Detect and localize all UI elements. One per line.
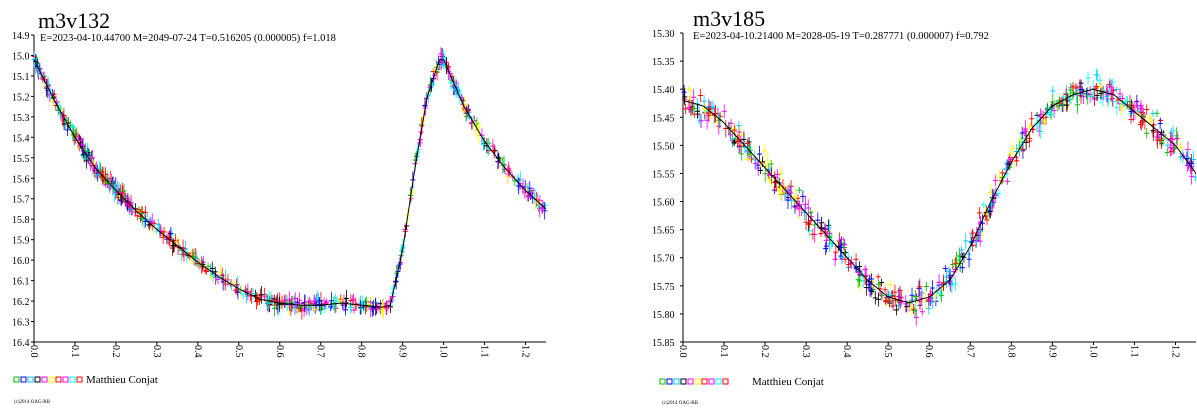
footnote: (c)2014 OAG-RB [14,400,51,405]
y-tick-label: 15.5 [12,154,30,165]
legend-symbol [41,376,48,383]
y-tick-label: 15.50 [652,141,675,152]
chart-subtitle: E=2023-04-10.44700 M=2049-07-24 T=0.5162… [40,33,336,44]
legend-symbol [715,378,722,385]
x-tick-label: 0.4 [192,345,203,358]
chart-panel-m3v185: m3v185 E=2023-04-10.21400 M=2028-05-19 T… [652,6,1197,406]
model-curve-line [33,59,547,308]
y-tick-label: 16.4 [12,338,30,349]
y-tick-label: 15.6 [12,174,30,185]
x-tick-label: 1.0 [1087,345,1098,358]
y-tick-label: 14.9 [12,31,30,42]
x-tick-label: 0.4 [841,345,852,358]
y-tick-label: 15.65 [652,226,675,237]
x-tick-label: 0.6 [274,345,285,358]
y-tick-label: 15.9 [12,236,30,247]
legend-symbol [687,378,694,385]
chart-title: m3v185 [693,6,765,31]
x-tick-label: 0.0 [28,345,39,358]
data-points [681,68,1197,326]
y-tick-label: 16.3 [12,318,30,329]
x-tick-label: 0.9 [397,345,408,358]
legend-symbol [673,378,680,385]
y-tick-labels: 14.9 15.0 15.1 15.2 15.3 15.4 15.5 15.6 15.7 15.8… [12,31,34,349]
legend-symbol [48,376,55,383]
y-tick-label: 16.0 [12,256,30,267]
legend-symbol [20,376,27,383]
legend-symbol [34,376,41,383]
y-tick-label: 15.0 [12,51,30,62]
x-tick-label: 0.8 [356,345,367,358]
y-tick-label: 15.3 [12,113,30,124]
y-tick-label: 15.60 [652,198,675,209]
legend-symbol [659,378,666,385]
chart-title: m3v132 [38,8,110,33]
y-tick-label: 15.2 [12,92,30,103]
x-tick-labels: 0.0 0.1 0.2 0.3 0.4 0.5 0.6 0.7 0.8 0.9 1.0 1.1 1.2 [677,342,1180,358]
y-tick-label: 15.4 [12,133,30,144]
observer-legend [659,378,729,385]
x-tick-label: 0.3 [151,345,162,358]
legend-symbol [27,376,34,383]
x-tick-label: 0.7 [315,345,326,358]
chart-panel-m3v132: m3v132 E=2023-04-10.44700 M=2049-07-24 T… [12,8,548,405]
y-tick-label: 15.85 [652,338,675,349]
chart-subtitle: E=2023-04-10.21400 M=2028-05-19 T=0.2877… [693,31,989,42]
observer-legend [13,376,83,383]
legend-symbol [76,376,83,383]
x-tick-label: 0.2 [759,345,770,358]
y-tick-label: 15.8 [12,215,30,226]
y-tick-label: 15.70 [652,254,675,265]
x-tick-label: 0.6 [923,345,934,358]
x-tick-label: 0.2 [110,345,121,358]
legend-symbol [62,376,69,383]
y-tick-label: 15.45 [652,113,675,124]
x-tick-label: 1.2 [520,345,531,358]
y-tick-labels: 15.30 15.35 15.40 15.45 15.50 15.55 15.60 15.65… [652,29,683,349]
x-tick-label: 0.5 [882,345,893,358]
x-tick-labels: 0.0 0.1 0.2 0.3 0.4 0.5 0.6 0.7 0.8 0.9 1.0 1.1 1.2 [28,342,531,358]
y-tick-label: 15.80 [652,310,675,321]
legend-symbol [69,376,76,383]
y-tick-label: 15.55 [652,169,675,180]
model-curve [682,88,1197,303]
y-tick-label: 15.30 [652,29,675,40]
legend-symbol [666,378,673,385]
x-tick-label: 1.1 [479,345,490,358]
footnote: (c)2014 OAG-RB [662,401,699,406]
y-tick-label: 15.40 [652,85,675,96]
y-tick-label: 15.35 [652,57,675,68]
legend-symbol [708,378,715,385]
legend-symbol [722,378,729,385]
model-curve [33,59,547,308]
y-tick-label: 15.1 [12,72,30,83]
legend-symbol [701,378,708,385]
legend-symbol [55,376,62,383]
x-tick-label: 0.1 [69,345,80,358]
model-curve-line [682,88,1197,303]
x-tick-label: 1.2 [1169,345,1180,358]
x-tick-label: 0.5 [233,345,244,358]
x-tick-label: 0.3 [800,345,811,358]
x-tick-label: 0.9 [1046,345,1057,358]
y-tick-label: 15.75 [652,282,675,293]
x-tick-label: 1.0 [438,345,449,358]
x-tick-label: 0.8 [1005,345,1016,358]
x-tick-label: 0.7 [964,345,975,358]
x-tick-label: 0.1 [718,345,729,358]
x-tick-label: 1.1 [1128,345,1139,358]
legend-symbol [694,378,701,385]
legend-symbol [680,378,687,385]
y-tick-label: 16.1 [12,277,30,288]
observer-name: Matthieu Conjat [86,374,158,386]
y-tick-label: 16.2 [12,297,30,308]
y-tick-label: 15.7 [12,195,30,206]
observer-name: Matthieu Conjat [752,376,824,388]
x-tick-label: 0.0 [677,345,688,358]
legend-symbol [13,376,20,383]
